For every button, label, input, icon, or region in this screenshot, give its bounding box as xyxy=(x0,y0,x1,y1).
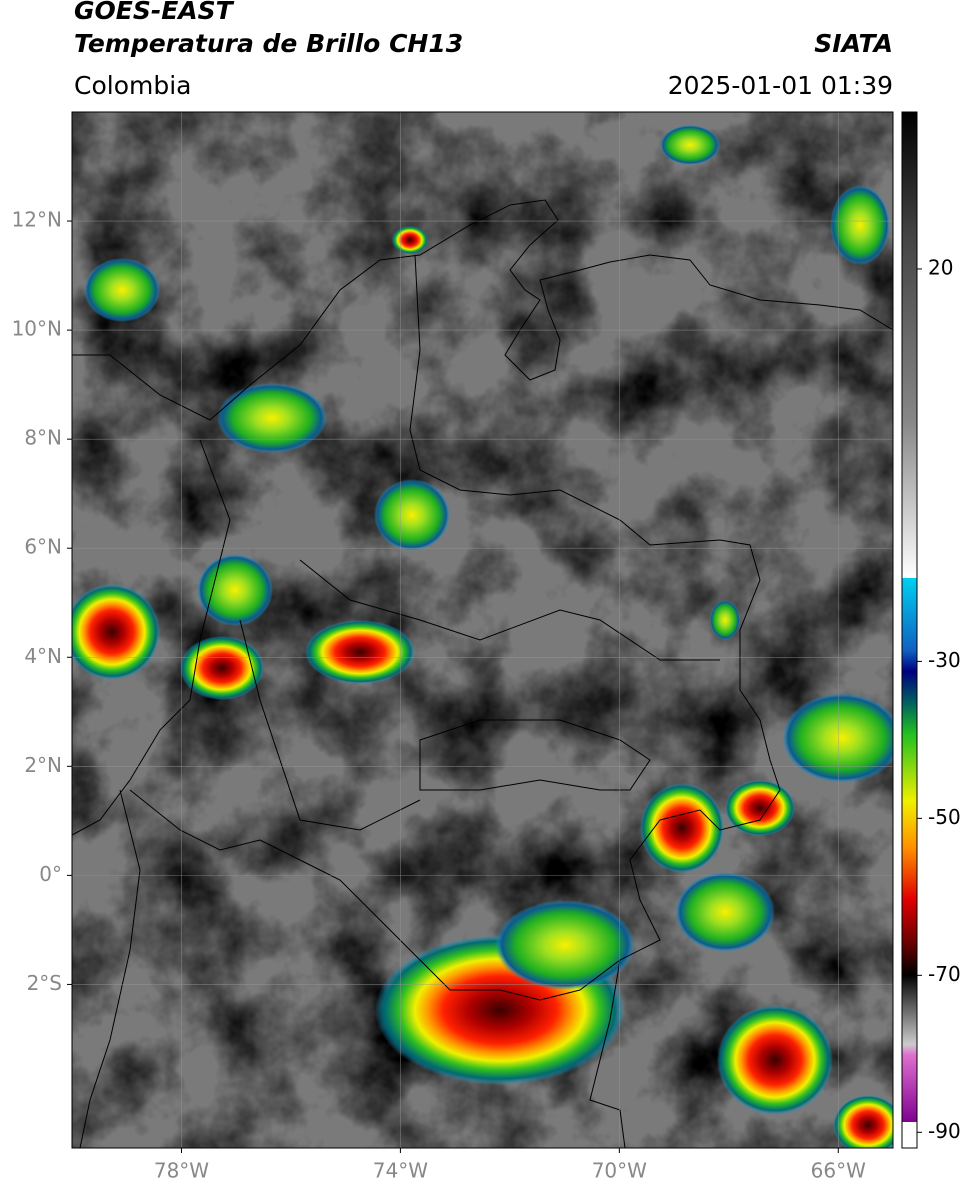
source: SIATA xyxy=(814,29,893,58)
x-tick-label: 66°W xyxy=(811,1159,866,1183)
border xyxy=(239,619,421,831)
colorbar-label: -30 xyxy=(928,648,961,672)
colorbar-label: 20 xyxy=(928,255,953,279)
border xyxy=(299,559,720,661)
storm xyxy=(180,636,264,700)
border xyxy=(419,719,651,791)
y-tick-label: 8°N xyxy=(24,426,62,450)
colorbar-label: -50 xyxy=(928,805,961,829)
storm xyxy=(830,185,890,265)
storm xyxy=(660,125,720,165)
datetime: 2025-01-01 01:39 xyxy=(668,71,893,100)
storm xyxy=(84,258,160,322)
storm xyxy=(717,1005,833,1115)
storm xyxy=(495,900,635,990)
y-tick-label: 10°N xyxy=(12,317,62,341)
map-frame xyxy=(71,111,894,1149)
storms xyxy=(72,125,893,1148)
y-tick-label: 4°N xyxy=(24,644,62,668)
storm xyxy=(675,872,775,952)
storm xyxy=(725,780,795,836)
subtitle: Temperatura de Brillo CH13 xyxy=(74,29,463,58)
colorbar xyxy=(901,111,918,1149)
storm xyxy=(782,693,893,783)
colorbar-label: -90 xyxy=(928,1119,961,1143)
storm xyxy=(710,600,740,640)
coastline xyxy=(72,199,893,421)
borders xyxy=(72,199,893,1148)
border xyxy=(589,959,626,1148)
ticks: 78°W 74°W 70°W 66°W 12°N 10°N 8°N 6°N 4°N 2°N 0° 2°… xyxy=(12,208,961,1183)
y-tick-label: 0° xyxy=(39,862,62,886)
storm xyxy=(197,554,273,626)
y-tick-label: 12°N xyxy=(12,208,62,232)
x-tick-label: 78°W xyxy=(154,1159,209,1183)
x-tick-label: 74°W xyxy=(373,1159,428,1183)
storm xyxy=(217,383,327,453)
y-tick-label: 2°S xyxy=(27,971,62,995)
storm xyxy=(72,584,160,680)
colorbar-label: -70 xyxy=(928,962,961,986)
title: GOES-EAST xyxy=(74,0,235,25)
y-tick-label: 2°N xyxy=(24,753,62,777)
y-tick-label: 6°N xyxy=(24,535,62,559)
grid xyxy=(72,112,893,1148)
coastline xyxy=(72,439,231,836)
storm xyxy=(640,783,724,873)
border xyxy=(79,789,141,1148)
storm xyxy=(374,479,450,551)
border xyxy=(129,254,781,1001)
satellite-image xyxy=(72,112,893,1148)
storm xyxy=(392,226,428,254)
storm xyxy=(305,620,415,684)
x-tick-label: 70°W xyxy=(592,1159,647,1183)
region: Colombia xyxy=(74,71,191,100)
storm xyxy=(833,1095,893,1148)
